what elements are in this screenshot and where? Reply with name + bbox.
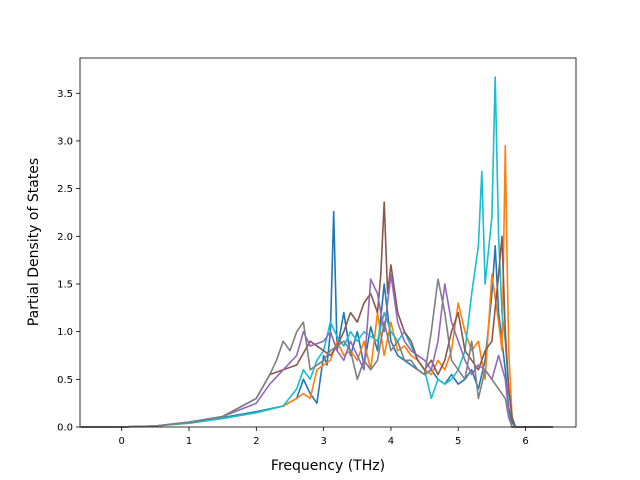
series-line-4: [80, 201, 554, 428]
y-tick-label: 2.0: [57, 232, 73, 243]
series-line-5: [80, 273, 554, 428]
y-tick-label: 1.5: [57, 279, 73, 290]
x-axis: 0 1 2 3 4 5 6: [119, 427, 529, 447]
series-line-2: [80, 144, 554, 428]
y-tick-label: 0.0: [57, 423, 73, 434]
y-axis-label: Partial Density of States: [26, 158, 42, 326]
x-tick-label: 5: [455, 436, 461, 447]
x-tick-label: 0: [119, 436, 125, 447]
x-tick-label: 1: [186, 436, 192, 447]
x-tick-label: 3: [320, 436, 326, 447]
plot-area: [80, 76, 554, 428]
y-axis: 0.0 0.5 1.0 1.5 2.0 2.5 3.0 3.5: [57, 89, 80, 434]
series-line-6: [80, 278, 554, 428]
y-tick-label: 2.5: [57, 184, 73, 195]
x-tick-label: 4: [388, 436, 394, 447]
y-tick-label: 0.5: [57, 375, 73, 386]
x-tick-label: 2: [253, 436, 259, 447]
y-tick-label: 3.5: [57, 89, 73, 100]
axes-frame: [79, 57, 577, 428]
x-tick-label: 6: [522, 436, 528, 447]
x-axis-label: Frequency (THz): [271, 458, 385, 474]
y-tick-label: 1.0: [57, 327, 73, 338]
series-line-1: [80, 210, 554, 428]
y-tick-label: 3.0: [57, 136, 73, 147]
series-line-3: [80, 76, 554, 428]
